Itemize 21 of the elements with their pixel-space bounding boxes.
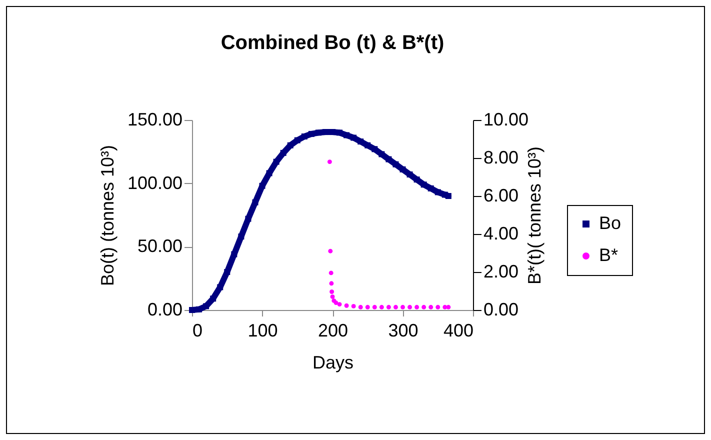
y2-tick-label: 10.00 xyxy=(484,110,529,130)
x-axis-title: Days xyxy=(312,352,354,372)
x-tick-label: 300 xyxy=(388,320,418,340)
x-tick-label: 0 xyxy=(192,320,203,340)
y2-tick-label: 0.00 xyxy=(484,300,519,320)
y2-tick-label: 6.00 xyxy=(484,186,519,206)
chart-title: Combined Bo (t) & B*(t) xyxy=(220,32,444,54)
x-tick-label: 400 xyxy=(443,320,474,340)
legend-label: B* xyxy=(599,245,618,265)
y-tick-label: 100.00 xyxy=(127,172,182,193)
y2-tick-label: 4.00 xyxy=(484,224,519,244)
y2-tick-label: 2.00 xyxy=(484,262,519,282)
y2-axis-title: B*(t)( tonnes 10³) xyxy=(524,146,545,285)
x-tick-label: 200 xyxy=(318,320,348,340)
y2-tick-label: 8.00 xyxy=(484,148,519,168)
y-axis-title: Bo(t) (tonnes 10³) xyxy=(97,144,118,286)
x-tick-label: 100 xyxy=(248,320,278,340)
legend-label: Bo xyxy=(599,213,622,233)
y-tick-label: 50.00 xyxy=(137,236,182,256)
y-tick-label: 0.00 xyxy=(147,300,182,320)
y-tick-label: 150.00 xyxy=(127,110,182,130)
